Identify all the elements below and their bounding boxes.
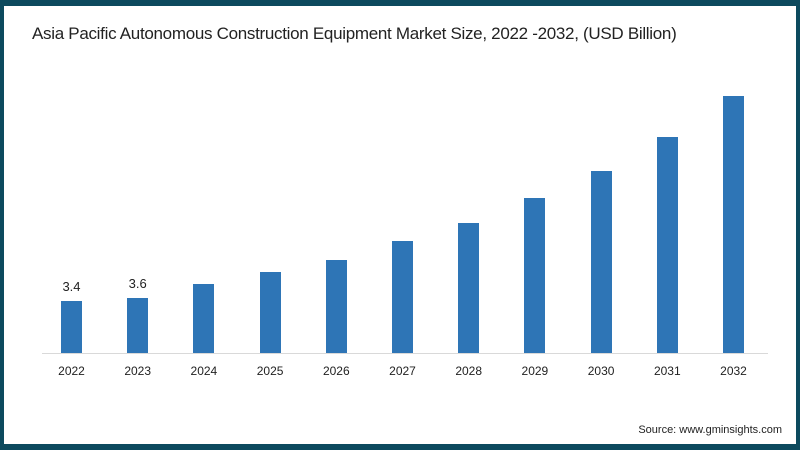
bar-2023 [127,297,149,353]
data-label: 3.6 [128,275,147,291]
bar-2031 [656,137,678,353]
x-tick-label: 2031 [653,364,681,378]
bar-2029 [524,198,546,353]
plot-area: 2022 3.4 2023 3.6 2024 2025 2026 2027 2028 2029 20… [4,6,796,444]
x-tick-label: 2026 [322,364,350,378]
x-tick-label: 2030 [587,364,615,378]
bar-2024 [193,284,215,353]
source-note: Source: www.gminsights.com [638,424,782,436]
x-tick-label: 2027 [389,364,416,378]
x-tick-label: 2024 [190,364,218,378]
bar-2030 [590,170,612,353]
bar-2022 [61,300,82,353]
bar-2028 [458,222,480,353]
bar-2032 [723,95,744,353]
chart-title: Asia Pacific Autonomous Construction Equ… [32,24,677,43]
x-axis-line [42,353,768,354]
x-tick-label: 2023 [124,364,152,378]
bar-2026 [325,259,347,353]
x-tick-label: 2025 [256,364,284,378]
chart-frame: Asia Pacific Autonomous Construction Equ… [4,6,796,444]
bar-2027 [392,241,413,353]
x-tick-label: 2022 [58,364,85,378]
data-label: 3.4 [62,278,81,294]
bar-2025 [259,271,281,353]
x-tick-label: 2032 [720,364,747,378]
x-tick-label: 2028 [455,364,483,378]
x-tick-label: 2029 [521,364,549,378]
